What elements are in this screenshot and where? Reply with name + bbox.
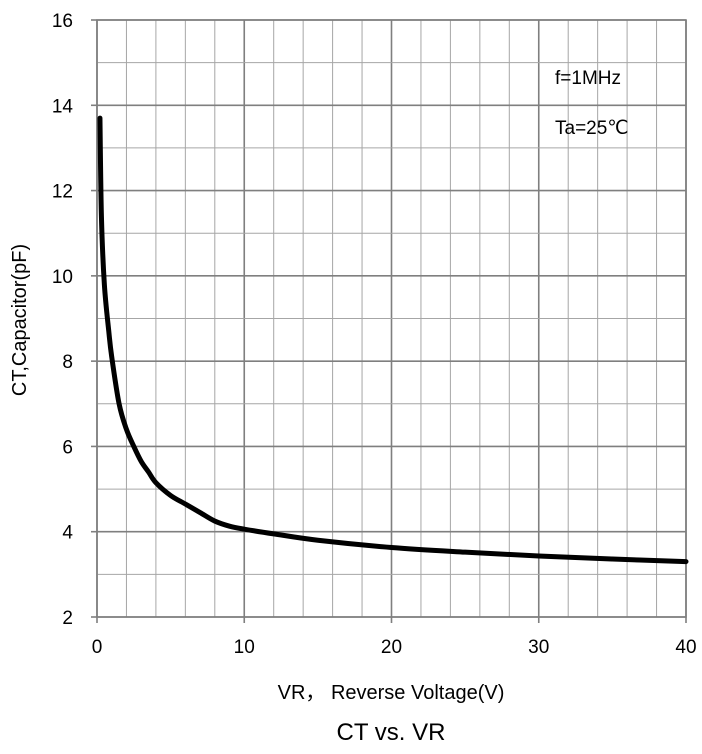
y-tick-label: 12 xyxy=(52,182,73,203)
grid-lines xyxy=(97,20,686,617)
y-tick-label: 16 xyxy=(52,11,73,32)
x-axis-label: VR， Reverse Voltage(V) xyxy=(278,682,505,704)
y-tick-label: 4 xyxy=(62,523,73,544)
y-tick-label: 10 xyxy=(52,267,73,288)
y-tick-label: 8 xyxy=(62,352,73,373)
x-tick-label: 0 xyxy=(92,637,103,658)
annotation-freq: f=1MHz xyxy=(555,68,621,89)
x-tick-label: 40 xyxy=(675,637,696,658)
chart-title: CT vs. VR xyxy=(337,719,446,746)
y-tick-label: 6 xyxy=(62,437,73,458)
annotation-temp: Ta=25℃ xyxy=(555,118,629,139)
x-tick-label: 20 xyxy=(381,637,402,658)
y-axis-label: CT,Capacitor(pF) xyxy=(9,244,31,396)
y-tick-label: 2 xyxy=(62,608,73,629)
x-tick-label: 10 xyxy=(234,637,255,658)
y-tick-label: 14 xyxy=(52,96,74,117)
x-tick-label: 30 xyxy=(528,637,549,658)
